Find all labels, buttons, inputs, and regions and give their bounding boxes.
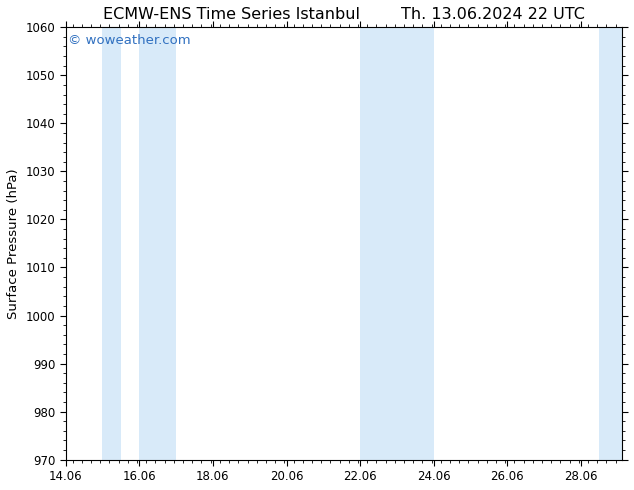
Bar [599, 27, 634, 460]
Y-axis label: Surface Pressure (hPa): Surface Pressure (hPa) [7, 168, 20, 319]
Bar [360, 27, 434, 460]
Title: ECMW-ENS Time Series Istanbul        Th. 13.06.2024 22 UTC: ECMW-ENS Time Series Istanbul Th. 13.06.… [103, 7, 585, 22]
Bar [139, 27, 176, 460]
Text: © woweather.com: © woweather.com [68, 34, 191, 47]
Bar [103, 27, 121, 460]
